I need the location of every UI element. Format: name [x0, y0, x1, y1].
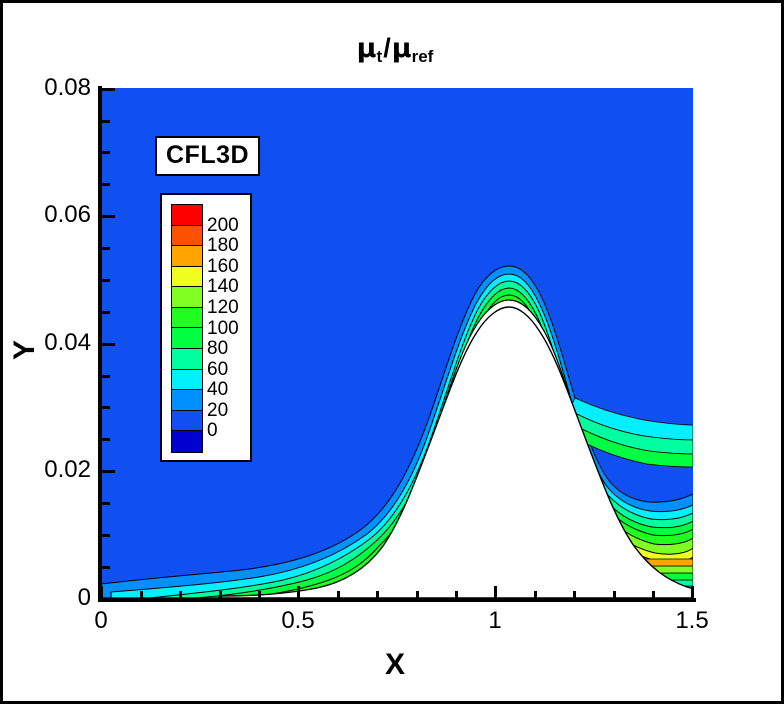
- legend-band-8: [172, 369, 202, 391]
- plot-title: μt/μref: [3, 33, 784, 66]
- y-minor-tick-3: [102, 502, 110, 505]
- x-ticklabel-05: 0.5: [281, 607, 315, 634]
- legend-band-1: [172, 225, 202, 247]
- y-tick-0: [102, 598, 115, 601]
- contour-plot-area: [101, 88, 693, 598]
- x-minor-tick-7: [416, 591, 419, 600]
- legend-label-180: 180: [207, 235, 239, 257]
- x-ticklabel-15: 1.5: [675, 607, 709, 634]
- y-ticklabel-008: 0.08: [44, 74, 91, 101]
- y-minor-tick-1: [102, 566, 110, 569]
- y-ticklabel-0: 0: [77, 584, 91, 611]
- y-axis-label: Y: [8, 340, 41, 361]
- x-minor-tick-6: [376, 591, 379, 600]
- x-ticklabel-0: 0: [94, 607, 108, 634]
- x-minor-tick-4: [258, 591, 261, 600]
- y-ticklabel-006: 0.06: [44, 201, 91, 228]
- x-tick-05: [297, 586, 300, 600]
- legend-label-80: 80: [207, 338, 229, 360]
- contour-svg: [101, 88, 693, 598]
- title-subscript-ref: ref: [411, 47, 434, 66]
- contour-legend: 200 180 160 140 120 100 80 60 40 20 0: [160, 193, 252, 462]
- legend-band-7: [172, 349, 202, 370]
- x-tick-0: [100, 586, 103, 600]
- x-tick-1: [494, 586, 497, 600]
- legend-band-3: [172, 266, 202, 288]
- legend-label-160: 160: [207, 255, 239, 277]
- title-slash: /: [383, 33, 391, 63]
- x-axis-spine: [98, 598, 696, 602]
- legend-band-10: [172, 410, 202, 432]
- legend-label-20: 20: [207, 399, 229, 421]
- y-ticklabel-002: 0.02: [44, 456, 91, 483]
- x-tick-15: [691, 586, 694, 600]
- x-minor-tick-2: [179, 591, 182, 600]
- legend-label-100: 100: [207, 317, 239, 339]
- legend-band-11: [172, 431, 202, 452]
- y-minor-tick-2: [102, 534, 110, 537]
- y-minor-tick-7: [102, 311, 110, 314]
- title-subscript-t: t: [376, 47, 383, 66]
- x-minor-tick-8: [455, 591, 458, 600]
- legend-band-5: [172, 307, 202, 329]
- title-mu-ref: μ: [391, 33, 412, 64]
- legend-label-0: 0: [207, 420, 218, 442]
- legend-label-40: 40: [207, 379, 229, 401]
- y-minor-tick-6: [102, 375, 110, 378]
- y-tick-008: [102, 88, 115, 91]
- x-minor-tick-3: [219, 591, 222, 600]
- y-minor-tick-12: [102, 120, 110, 123]
- y-minor-tick-5: [102, 406, 110, 409]
- legend-band-6: [172, 328, 202, 350]
- x-minor-tick-1: [140, 591, 143, 600]
- y-ticklabel-004: 0.04: [44, 329, 91, 356]
- y-minor-tick-8: [102, 279, 110, 282]
- y-minor-tick-4: [102, 438, 110, 441]
- y-tick-002: [102, 470, 115, 473]
- legend-band-9: [172, 390, 202, 411]
- x-ticklabel-1: 1: [488, 607, 502, 634]
- cfl3d-badge: CFL3D: [155, 136, 261, 176]
- legend-label-200: 200: [207, 214, 239, 236]
- contour-bands: [101, 88, 693, 598]
- legend-color-bands: [171, 204, 203, 453]
- x-minor-tick-11: [613, 591, 616, 600]
- legend-band-0: [172, 205, 202, 226]
- x-minor-tick-9: [534, 591, 537, 600]
- legend-band-4: [172, 287, 202, 308]
- legend-tick-labels: 200 180 160 140 120 100 80 60 40 20 0: [207, 195, 251, 460]
- upper-shear-100: [564, 420, 693, 468]
- legend-label-120: 120: [207, 296, 239, 318]
- legend-label-140: 140: [207, 276, 239, 298]
- legend-band-2: [172, 246, 202, 267]
- x-minor-tick-5: [337, 591, 340, 600]
- x-axis-label: X: [384, 648, 405, 681]
- y-axis-spine: [98, 86, 102, 600]
- legend-label-60: 60: [207, 358, 229, 380]
- y-minor-tick-11: [102, 151, 110, 154]
- y-tick-004: [102, 343, 115, 346]
- title-mu-t: μ: [356, 33, 377, 64]
- y-minor-tick-9: [102, 247, 110, 250]
- x-minor-tick-10: [573, 591, 576, 600]
- y-tick-006: [102, 215, 115, 218]
- x-minor-tick-12: [652, 591, 655, 600]
- y-minor-tick-10: [102, 183, 110, 186]
- hump-body-solid: [218, 306, 693, 598]
